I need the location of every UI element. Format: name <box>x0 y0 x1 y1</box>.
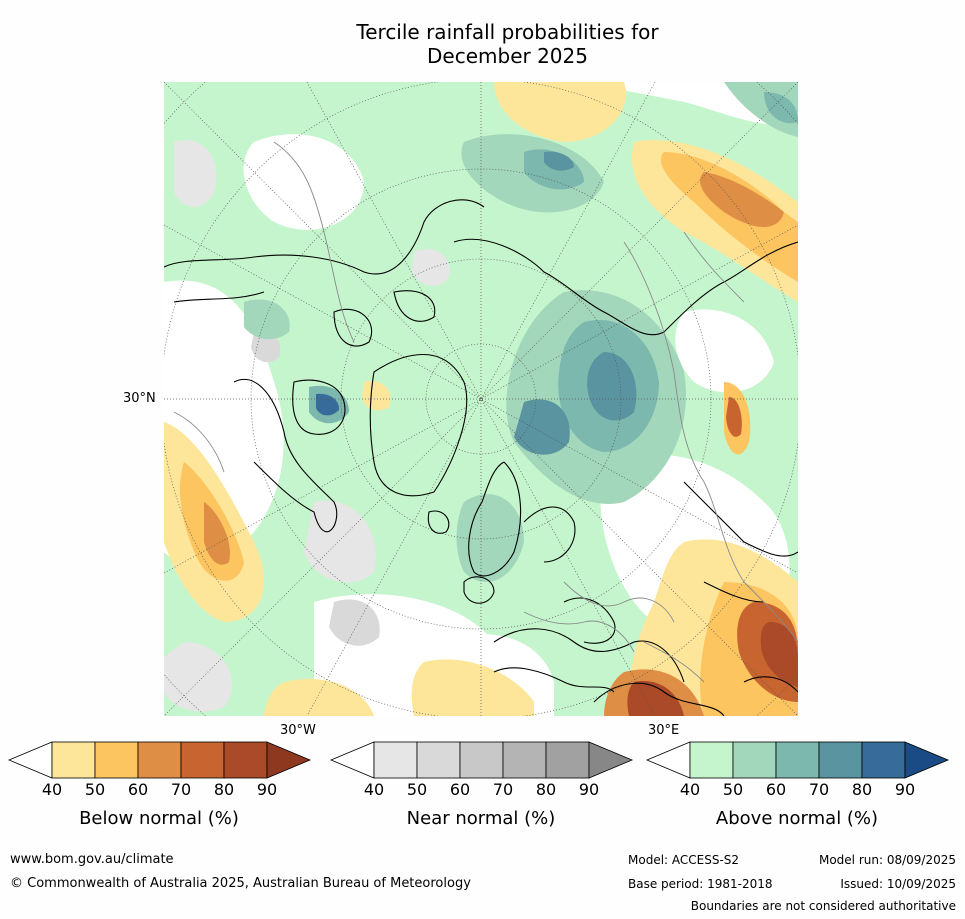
graticule <box>164 82 798 716</box>
colorbar-segment <box>416 741 461 779</box>
colorbar-segment <box>861 741 906 779</box>
colorbar-segment <box>459 741 504 779</box>
website-link[interactable]: www.bom.gov.au/climate <box>10 852 174 867</box>
colorbar-near-normal-title: Near normal (%) <box>406 808 556 829</box>
colorbar-tick-label: 60 <box>449 780 471 799</box>
colorbar-below-normal-swatches <box>7 741 312 779</box>
colorbar-high-extension <box>266 741 312 779</box>
colorbar-tick-label: 60 <box>127 780 149 799</box>
colorbar-low-extension <box>329 741 375 779</box>
colorbar-tick-label: 90 <box>894 780 916 799</box>
colorbar-near-normal-swatches <box>329 741 634 779</box>
country-boundaries <box>173 141 798 683</box>
colorbar-tick-label: 70 <box>808 780 830 799</box>
colorbar-tick-label: 40 <box>679 780 701 799</box>
colorbar-segment <box>51 741 96 779</box>
colorbar-tick-label: 80 <box>213 780 235 799</box>
colorbar-segment <box>818 741 863 779</box>
near-normal-areas <box>164 140 450 712</box>
title-line-2: December 2025 <box>427 44 588 68</box>
rainfall-probability-map <box>164 82 798 716</box>
colorbar-tick-label: 40 <box>41 780 63 799</box>
colorbar-above-normal: 40 50 60 70 80 90 <box>645 741 950 800</box>
colorbar-tick-label: 50 <box>84 780 106 799</box>
map-svg <box>164 82 798 716</box>
colorbar-below-normal-ticks: 40 50 60 70 80 90 <box>9 778 309 800</box>
copyright-text: © Commonwealth of Australia 2025, Austra… <box>10 876 471 891</box>
colorbar-tick-label: 90 <box>578 780 600 799</box>
colorbar-segment <box>223 741 268 779</box>
colorbar-above-normal-title: Above normal (%) <box>715 808 879 829</box>
colorbar-low-extension <box>7 741 53 779</box>
colorbar-tick-label: 60 <box>765 780 787 799</box>
colorbar-tick-label: 80 <box>535 780 557 799</box>
colorbar-below-normal: 40 50 60 70 80 90 <box>7 741 312 800</box>
colorbar-segment <box>732 741 777 779</box>
colorbar-segment <box>94 741 139 779</box>
colorbar-segment <box>545 741 590 779</box>
above-normal-areas <box>164 82 798 582</box>
colorbar-tick-label: 70 <box>492 780 514 799</box>
colorbar-tick-label: 50 <box>722 780 744 799</box>
longitude-label-30w: 30°W <box>280 723 316 738</box>
base-period-text: Base period: 1981-2018 <box>628 877 773 891</box>
colorbar-low-extension <box>645 741 691 779</box>
colorbar-tick-label: 50 <box>406 780 428 799</box>
colorbar-segment <box>137 741 182 779</box>
colorbar-near-normal-ticks: 40 50 60 70 80 90 <box>331 778 631 800</box>
colorbar-segment <box>689 741 734 779</box>
colorbar-tick-label: 80 <box>851 780 873 799</box>
colorbar-high-extension <box>904 741 950 779</box>
colorbar-segment <box>502 741 547 779</box>
colorbar-tick-label: 40 <box>363 780 385 799</box>
disclaimer-text: Boundaries are not considered authoritat… <box>690 899 956 913</box>
model-text: Model: ACCESS-S2 <box>628 853 740 867</box>
model-run-text: Model run: 08/09/2025 <box>818 853 956 867</box>
issued-text: Issued: 10/09/2025 <box>840 877 956 891</box>
colorbar-near-normal: 40 50 60 70 80 90 <box>329 741 634 800</box>
colorbar-above-normal-swatches <box>645 741 950 779</box>
map-title: Tercile rainfall probabilities for Decem… <box>0 20 965 68</box>
colorbar-below-normal-title: Below normal (%) <box>79 808 239 829</box>
colorbar-high-extension <box>588 741 634 779</box>
longitude-label-30e: 30°E <box>648 723 680 738</box>
coastlines <box>164 199 798 716</box>
colorbar-tick-label: 90 <box>256 780 278 799</box>
title-line-1: Tercile rainfall probabilities for <box>356 20 659 44</box>
colorbar-tick-label: 70 <box>170 780 192 799</box>
colorbar-above-normal-ticks: 40 50 60 70 80 90 <box>647 778 947 800</box>
colorbar-segment <box>775 741 820 779</box>
latitude-label-30n: 30°N <box>123 391 156 406</box>
colorbar-segment <box>180 741 225 779</box>
colorbar-segment <box>373 741 418 779</box>
